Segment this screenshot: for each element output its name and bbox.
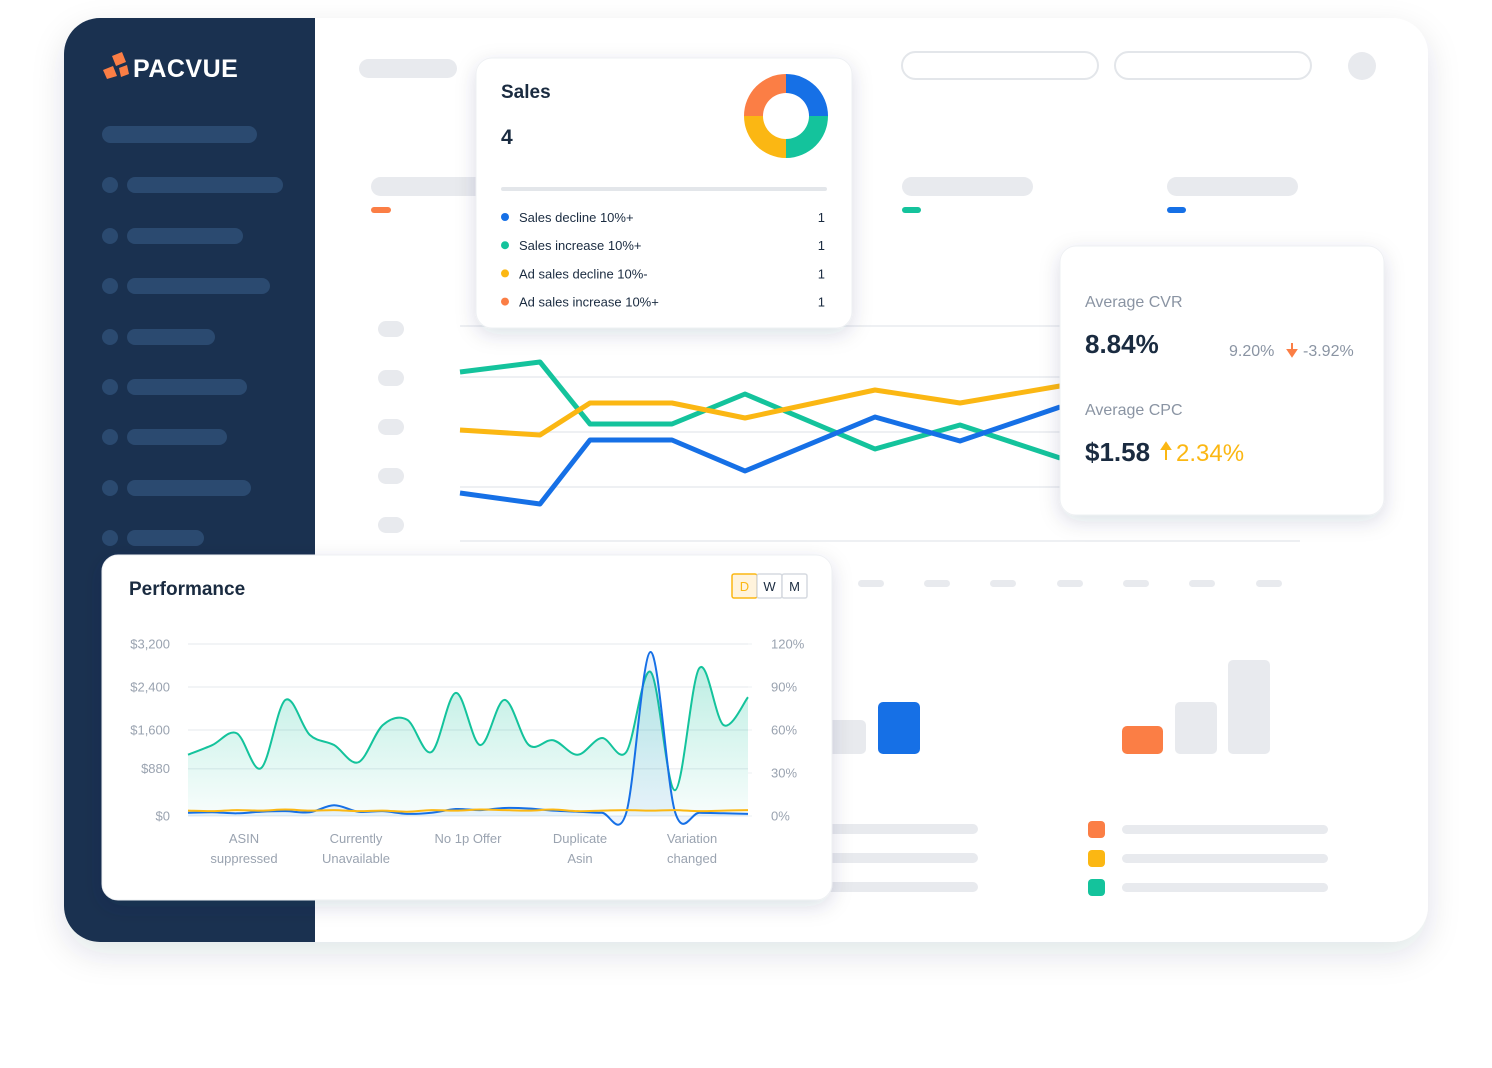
- legend-count: 1: [818, 266, 825, 281]
- donut-segment: [786, 74, 828, 116]
- y2-tick-label: 120%: [771, 637, 805, 652]
- chart-title: Performance: [129, 579, 245, 600]
- series-area: [188, 666, 748, 816]
- legend-dot: [501, 213, 509, 221]
- legend-label: Ad sales increase 10%+: [519, 295, 659, 310]
- y-tick-label: $1,600: [130, 723, 170, 738]
- y2-tick-label: 30%: [771, 766, 797, 781]
- period-button[interactable]: [781, 573, 808, 599]
- y-tick-label: $2,400: [130, 680, 170, 695]
- sales-card: Sales 4 Sales decline 10%+ 1 Sales increas…: [475, 57, 853, 329]
- legend-count: 1: [818, 210, 825, 225]
- x-tick-label: Currently Unavailable: [322, 831, 390, 866]
- legend-count: 1: [818, 295, 825, 310]
- arrow-icon: [1286, 343, 1298, 358]
- metric-value: 8.84%: [1085, 329, 1159, 359]
- legend-dot: [501, 297, 509, 306]
- logo: PACVUE: [103, 52, 238, 83]
- y-tick-label: $0: [156, 809, 170, 824]
- x-tick-label: Variation changed: [667, 831, 717, 866]
- period-label[interactable]: M: [789, 579, 800, 594]
- donut-segment: [744, 116, 786, 158]
- legend-dot: [501, 269, 509, 278]
- metric-previous: 9.20%: [1229, 343, 1274, 360]
- sales-value: 4: [501, 126, 513, 149]
- y2-tick-label: 60%: [771, 723, 797, 738]
- metrics-card: Average CVR 8.84% 9.20% -3.92% Average C…: [1059, 245, 1385, 516]
- y-tick-label: $3,200: [130, 637, 170, 652]
- trend-arrow: [1286, 343, 1298, 358]
- metric-value: $1.58: [1085, 437, 1150, 467]
- brand-name: PACVUE: [133, 55, 238, 83]
- x-tick-label: No 1p Offer: [435, 831, 503, 846]
- y2-tick-label: 90%: [771, 680, 797, 695]
- legend-dot: [501, 241, 509, 250]
- background-bar-chart: [820, 660, 1328, 896]
- metric-change: 2.34%: [1176, 440, 1244, 467]
- legend-label: Sales increase 10%+: [519, 238, 642, 253]
- x-tick-label: Duplicate Asin: [553, 831, 607, 866]
- metric-label: Average CPC: [1085, 402, 1183, 419]
- metric-label: Average CVR: [1085, 294, 1183, 311]
- period-label[interactable]: W: [763, 579, 776, 594]
- top-bar: [359, 51, 1376, 213]
- y-tick-label: $880: [141, 761, 170, 776]
- arrow-icon: [1160, 441, 1172, 460]
- x-tick-label: ASIN suppressed: [210, 831, 277, 866]
- metric-change: -3.92%: [1303, 343, 1354, 360]
- legend-count: 1: [818, 238, 825, 253]
- trend-arrow: [1160, 441, 1172, 460]
- sidebar-menu: [102, 126, 283, 546]
- period-label[interactable]: D: [740, 579, 749, 594]
- legend-label: Ad sales decline 10%-: [519, 266, 648, 281]
- sales-legend: Sales decline 10%+ 1 Sales increase 10%+ 1 A…: [501, 210, 825, 310]
- y2-tick-label: 0%: [771, 809, 790, 824]
- performance-chart: $0 $880 $1,600 $2,400 $3,200 0% 30% 60% 90% 120% A…: [130, 637, 804, 867]
- donut-segment: [744, 74, 786, 116]
- sales-title: Sales: [501, 82, 551, 103]
- legend-label: Sales decline 10%+: [519, 210, 634, 225]
- donut: [744, 74, 828, 158]
- series-line: [187, 808, 749, 813]
- donut-segment: [786, 116, 828, 158]
